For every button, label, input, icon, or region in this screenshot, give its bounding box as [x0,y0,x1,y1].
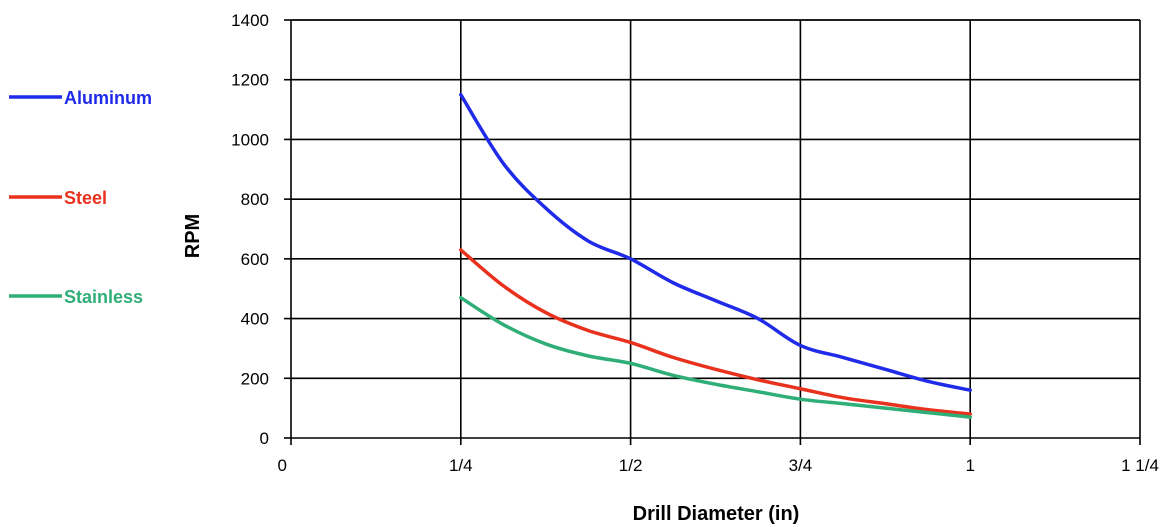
series-line-aluminum [459,92,972,392]
series-line-stainless [459,295,972,419]
y-tick-label-7: 1400 [231,11,269,30]
y-tick-label-5: 1000 [231,130,269,149]
grid [291,19,1140,438]
legend-label-stainless: Stainless [64,287,143,307]
x-tick-label-1: 1/4 [449,456,473,475]
x-tick-label-5: 1 1/4 [1121,456,1159,475]
y-tick-labels: 0 200 400 600 800 1000 1200 1400 [231,11,269,448]
y-axis-title: RPM [182,214,204,258]
x-tick-label-4: 1 [965,456,974,475]
y-tick-label-2: 400 [241,310,269,329]
x-axis-title: Drill Diameter (in) [633,503,800,525]
x-tick-labels: 0 1/4 1/2 3/4 1 1 1/4 [278,456,1159,475]
legend-label-aluminum: Aluminum [64,88,152,108]
x-tick-label-0: 0 [278,456,287,475]
y-tick-label-0: 0 [260,429,269,448]
series-line-steel [459,248,972,416]
legend: Aluminum Steel Stainless [9,88,152,307]
y-tick-label-6: 1200 [231,71,269,90]
y-tick-label-3: 600 [241,250,269,269]
series-layer [459,92,972,419]
legend-label-steel: Steel [64,188,107,208]
plot-frame [284,19,1141,445]
y-tick-label-4: 800 [241,190,269,209]
y-tick-label-1: 200 [241,369,269,388]
x-tick-label-3: 3/4 [789,456,813,475]
x-tick-label-2: 1/2 [619,456,643,475]
